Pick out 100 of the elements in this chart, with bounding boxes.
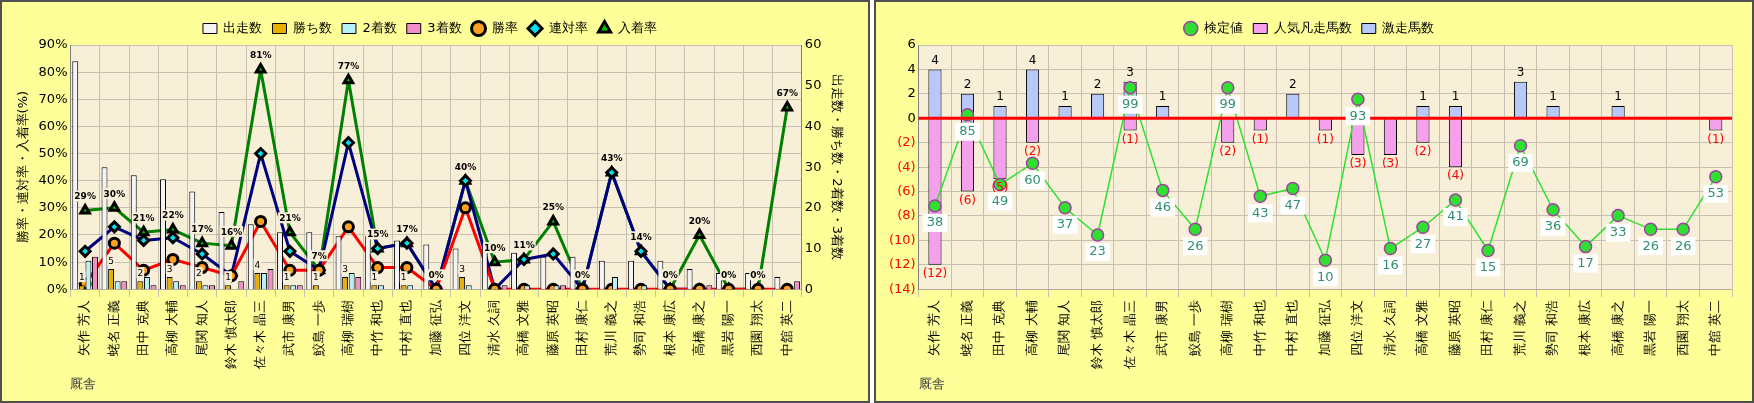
data-label: (2) [1024, 143, 1042, 158]
x-axis-title: 厩舎 [918, 375, 945, 391]
data-label: 69 [1512, 154, 1529, 170]
y-tick-label: (2) [897, 134, 916, 150]
y-tick-label: 30% [38, 199, 68, 215]
x-tick-label: 中村 直也 [1284, 300, 1300, 357]
x-tick-label: 高柳 大輔 [1023, 300, 1039, 357]
data-label: 7% [311, 251, 327, 262]
data-label: 49 [991, 192, 1009, 208]
data-label: 1 [313, 272, 319, 283]
x-tick-label: 加藤 征弘 [427, 299, 443, 357]
legend-label: 3着数 [427, 19, 462, 35]
x-tick-label: 中舘 英二 [1707, 300, 1723, 357]
data-label: (4) [1446, 168, 1464, 183]
data-label: 16 [1382, 256, 1399, 272]
x-tick-label: 藤原 英昭 [544, 300, 560, 357]
data-label: 4 [1028, 52, 1037, 67]
y-tick-label: 2 [907, 85, 916, 101]
data-label: 17% [191, 223, 213, 234]
data-label: 27 [1414, 235, 1432, 251]
data-label: 17 [1577, 254, 1594, 270]
y-tick-label: 4 [907, 60, 916, 76]
data-label: (6) [958, 192, 976, 207]
legend-label: 勝ち数 [292, 19, 332, 35]
data-label: (2) [1414, 143, 1432, 158]
data-label: 1 [1451, 89, 1460, 104]
data-label: 20% [688, 215, 711, 226]
x-tick-label: 西園 翔太 [1674, 300, 1690, 357]
data-label: 2 [137, 267, 144, 278]
data-label: 81% [249, 50, 272, 61]
data-label: (1) [1707, 131, 1725, 146]
x-tick-label: 矢作 芳人 [926, 300, 942, 357]
y-tick-label: 10% [38, 253, 68, 269]
data-label: 26 [1186, 237, 1204, 253]
data-label: 46 [1154, 198, 1171, 214]
data-label: 26 [1674, 237, 1692, 253]
x-tick-label: 田中 克典 [991, 300, 1007, 357]
data-label: 1 [1419, 89, 1427, 104]
x-tick-label: 西園 翔太 [749, 300, 765, 357]
y-tick-label: 50% [38, 144, 68, 160]
data-label: 16% [220, 226, 243, 237]
x-tick-label: 尾関 知人 [193, 300, 209, 357]
data-label: 26 [1642, 237, 1659, 253]
data-label: 0% [662, 270, 678, 281]
y-tick-label: 0 [907, 109, 916, 125]
data-label: 4 [254, 259, 261, 270]
data-label: 99 [1219, 96, 1237, 112]
y-tick-label: 70% [38, 90, 68, 106]
legend-label: 人気凡走馬数 [1273, 19, 1352, 35]
x-tick-label: 荒川 義之 [603, 300, 619, 357]
data-label: 25% [542, 202, 564, 213]
x-tick-label: 鮫島 一歩 [1186, 300, 1202, 357]
data-label: 93 [1349, 107, 1367, 123]
legend-label: 出走数 [223, 19, 263, 35]
x-tick-label: 根本 康広 [1576, 300, 1592, 357]
data-label: 3 [1516, 64, 1525, 79]
x-tick-label: 高橋 康之 [690, 300, 706, 357]
data-label: 47 [1284, 196, 1302, 212]
y-tick-label: 0% [46, 280, 68, 296]
y-tick-label: (12) [889, 256, 916, 272]
data-label: 38 [926, 214, 944, 230]
data-label: 1 [371, 272, 378, 283]
data-label: 33 [1609, 223, 1627, 239]
data-label: 41 [1447, 208, 1464, 224]
data-label: 77% [337, 61, 360, 72]
x-tick-label: 高橋 康之 [1609, 300, 1625, 357]
x-tick-label: 佐々木 晶三 [1121, 300, 1137, 370]
y2-axis-title: 出走数・勝ち数・2着数・3着数 [829, 74, 845, 260]
data-label: 10 [1317, 268, 1334, 284]
data-label: (2) [1219, 143, 1237, 158]
data-label: 23 [1089, 243, 1106, 259]
data-label: 21% [132, 213, 155, 224]
data-label: 36 [1544, 218, 1562, 234]
data-label: 17% [396, 223, 418, 234]
data-label: (3) [1349, 156, 1367, 171]
x-tick-label: 中竹 和也 [1251, 300, 1267, 357]
y2-tick-label: 60 [804, 36, 822, 52]
x-tick-label: 田村 康仁 [573, 300, 589, 357]
data-label: 3 [1126, 64, 1134, 79]
legend-label: 激走馬数 [1382, 19, 1435, 35]
x-tick-label: 高柳 瑞樹 [1219, 300, 1235, 357]
data-label: (1) [1251, 131, 1269, 146]
x-tick-label: 中竹 和也 [369, 300, 385, 357]
x-tick-label: 荒川 義之 [1511, 300, 1527, 357]
data-label: 1 [996, 89, 1004, 104]
data-label: 0% [574, 270, 591, 281]
x-tick-label: 四位 洋文 [1349, 300, 1365, 357]
data-label: 1 [400, 272, 407, 283]
y2-tick-label: 50 [804, 77, 822, 93]
legend-label: 勝率 [492, 19, 519, 35]
data-label: (1) [1121, 131, 1139, 146]
data-label: 0% [428, 270, 444, 281]
x-tick-label: 黒岩 陽一 [1642, 300, 1658, 357]
x-tick-label: 清水 久詞 [486, 300, 502, 357]
data-label: 60 [1024, 171, 1041, 187]
legend-label: 2着数 [362, 19, 397, 35]
x-tick-label: 勢司 和浩 [632, 300, 648, 357]
x-tick-label: 鈴木 慎太郎 [222, 300, 238, 370]
data-label: 15 [1479, 258, 1497, 274]
data-label: 43% [600, 153, 623, 164]
